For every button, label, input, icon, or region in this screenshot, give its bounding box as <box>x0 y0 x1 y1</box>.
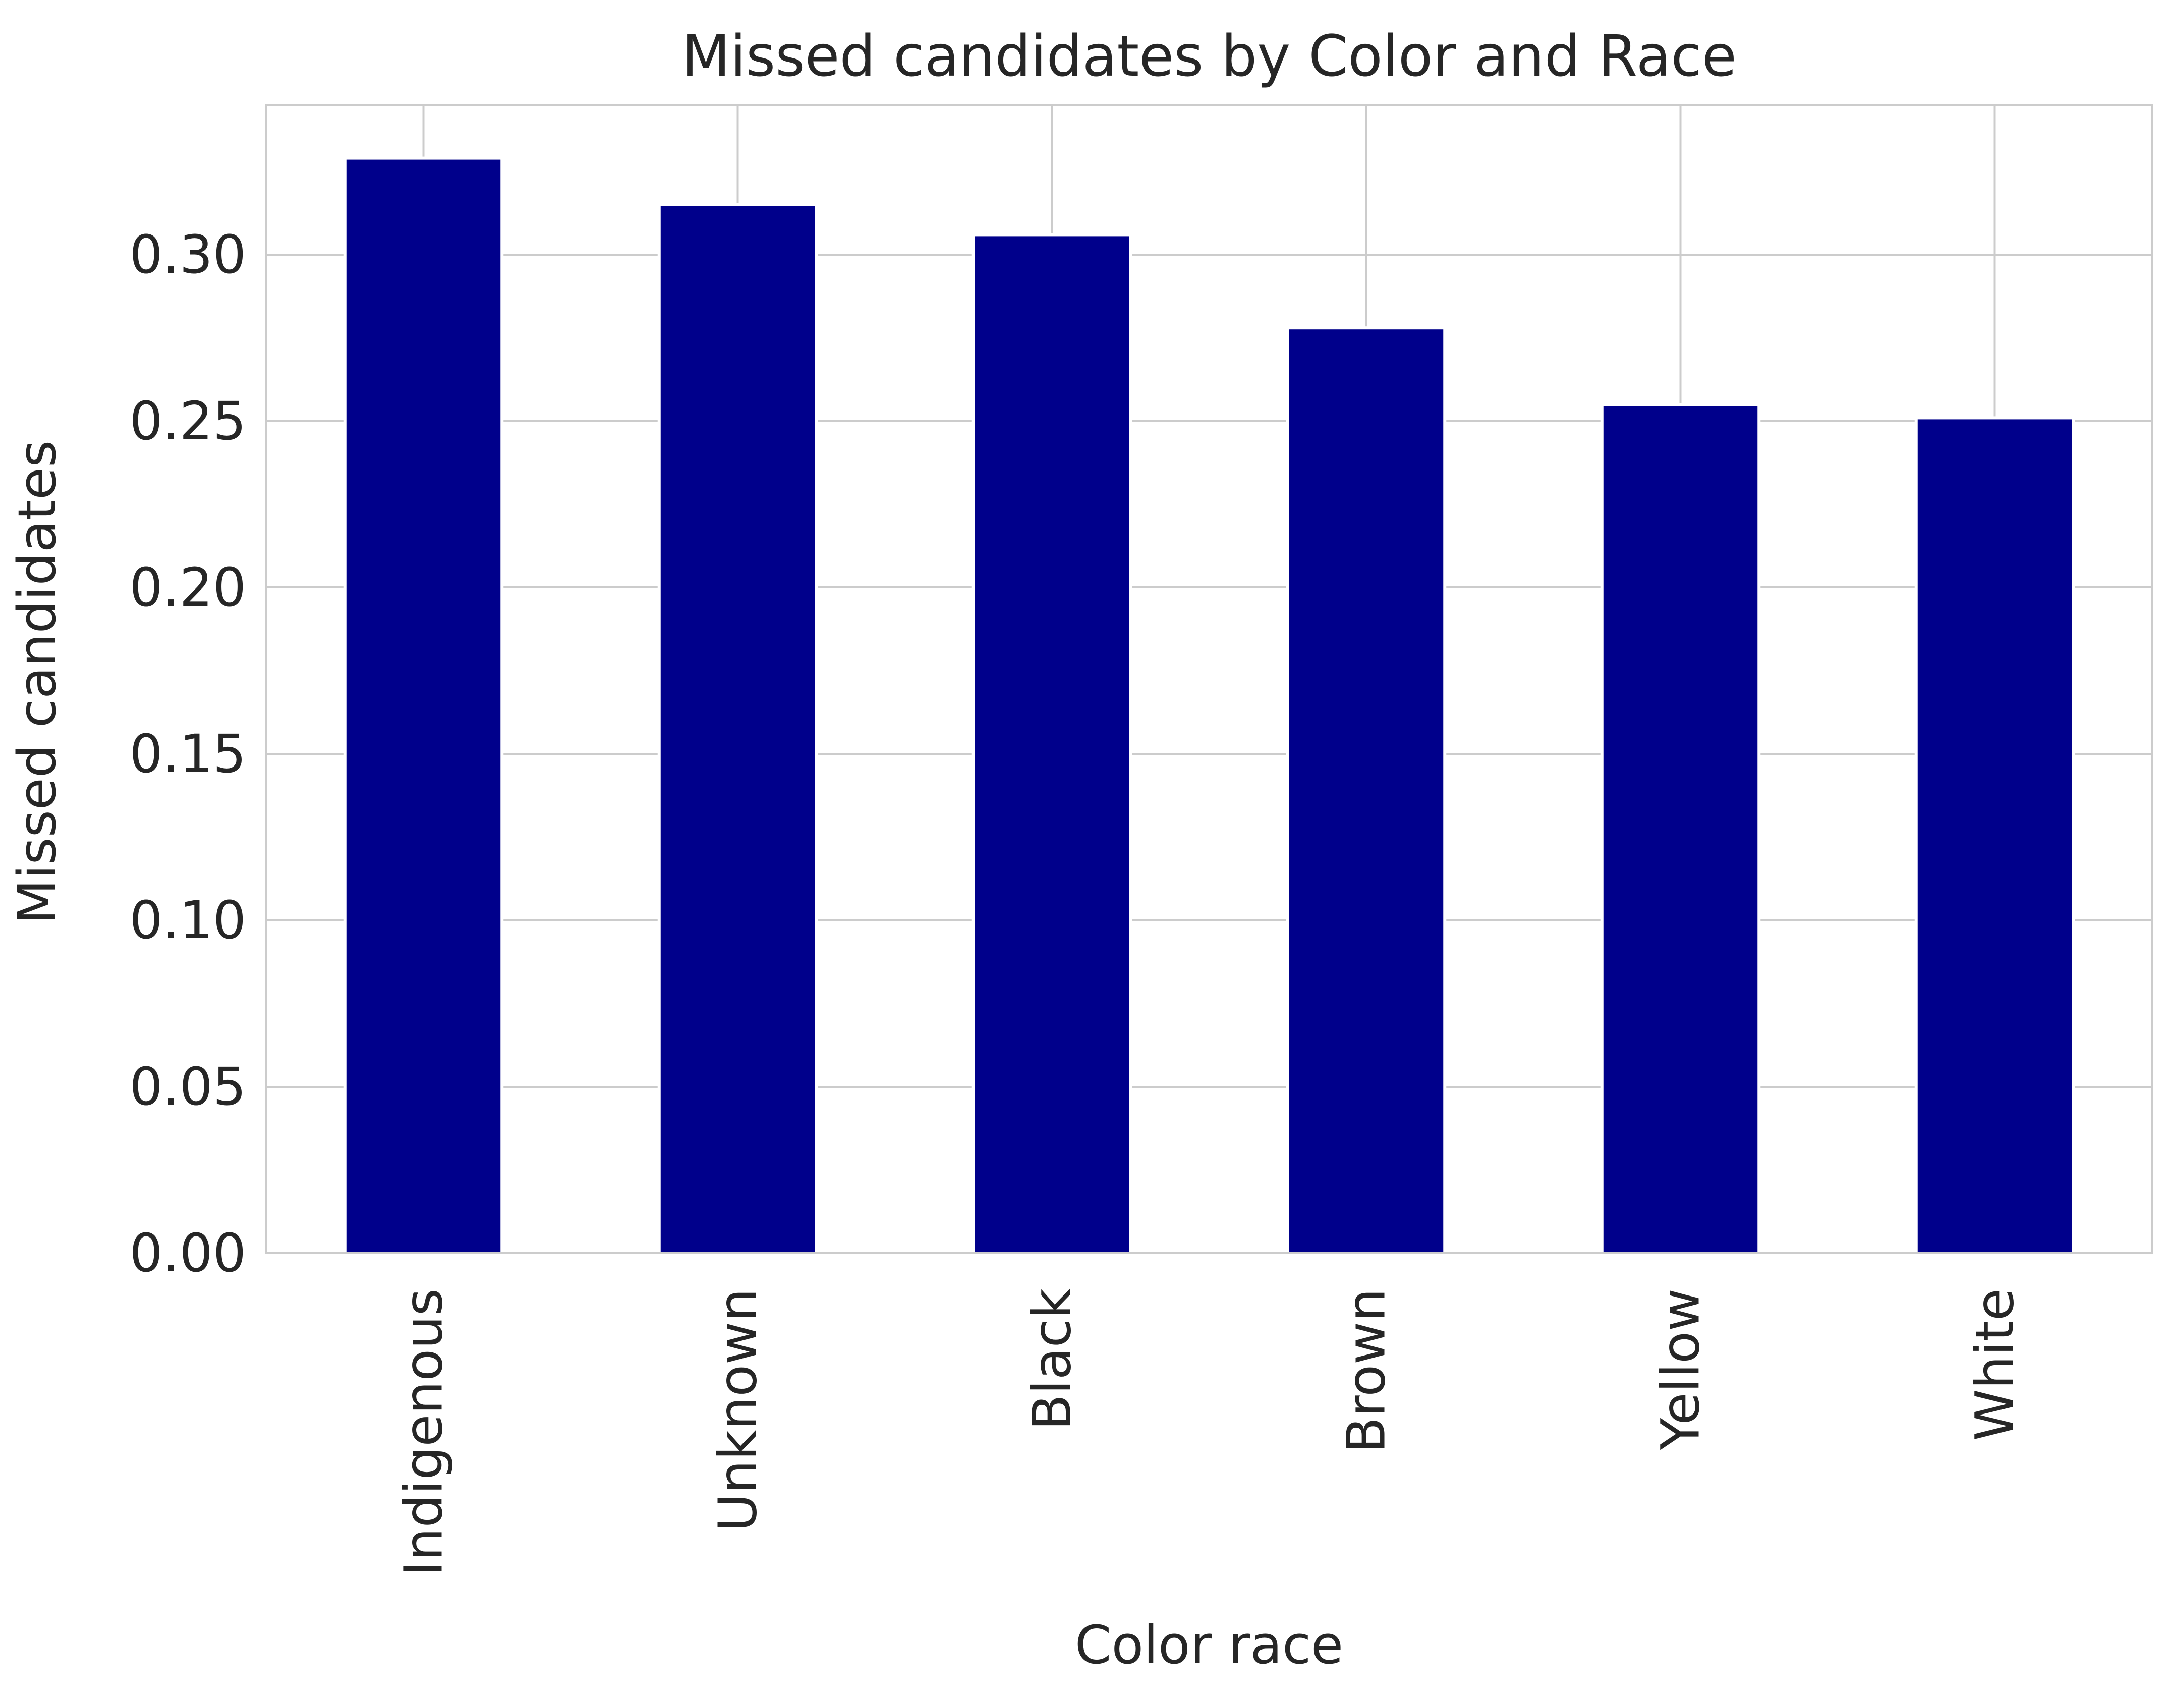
y-tick-labels: 0.00 0.05 0.10 0.15 0.20 0.25 0.30 <box>129 224 246 1284</box>
y-tick-label: 0.20 <box>129 557 246 618</box>
x-axis-label: Color race <box>1075 1614 1343 1676</box>
bar-yellow <box>1600 403 1761 1255</box>
bar-indigenous <box>343 156 504 1255</box>
bar-white <box>1914 416 2075 1255</box>
y-tick-label: 0.10 <box>129 890 246 951</box>
bar-black <box>971 233 1132 1255</box>
bar-unknown <box>657 203 818 1255</box>
x-tick-label: Unknown <box>707 1288 769 1532</box>
y-tick-label: 0.30 <box>129 224 246 285</box>
y-tick-label: 0.25 <box>129 390 246 452</box>
x-tick-label: Indigenous <box>393 1288 454 1576</box>
x-tick-labels: Indigenous Unknown Black Brown Yellow White <box>393 1288 2026 1576</box>
bar-brown <box>1286 326 1447 1255</box>
x-tick-label: Yellow <box>1650 1288 1711 1450</box>
bars <box>343 156 2075 1255</box>
chart-title: Missed candidates by Color and Race <box>681 24 1737 89</box>
y-tick-label: 0.15 <box>129 723 246 785</box>
x-tick-label: White <box>1964 1288 2026 1441</box>
y-tick-label: 0.05 <box>129 1056 246 1117</box>
y-axis-label: Missed candidates <box>7 440 68 924</box>
x-tick-label: Brown <box>1336 1288 1397 1453</box>
plot-frame <box>265 104 2153 1254</box>
y-tick-label: 0.00 <box>129 1222 246 1284</box>
x-tick-label: Black <box>1021 1288 1083 1430</box>
